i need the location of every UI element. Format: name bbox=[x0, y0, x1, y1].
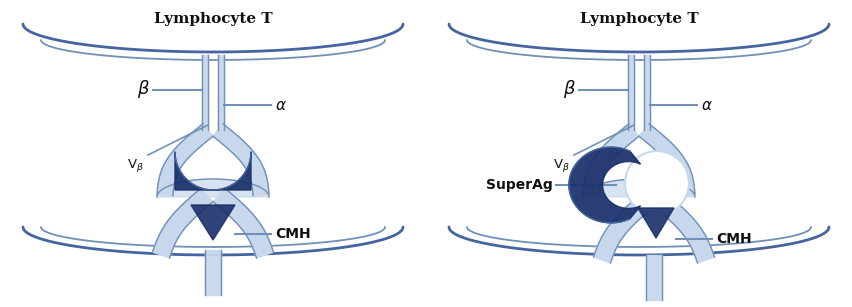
Circle shape bbox=[625, 151, 689, 215]
Polygon shape bbox=[583, 124, 639, 196]
Text: SuperAg: SuperAg bbox=[486, 178, 553, 192]
Text: $\beta$: $\beta$ bbox=[137, 78, 150, 100]
Text: Lymphocyte T: Lymphocyte T bbox=[153, 12, 273, 26]
Polygon shape bbox=[213, 124, 269, 196]
Polygon shape bbox=[157, 179, 269, 197]
Text: CMH: CMH bbox=[275, 227, 311, 241]
Text: Lymphocyte T: Lymphocyte T bbox=[579, 12, 699, 26]
Text: $\alpha$: $\alpha$ bbox=[701, 98, 713, 112]
Polygon shape bbox=[594, 193, 653, 263]
Text: $\alpha$: $\alpha$ bbox=[275, 98, 287, 112]
Polygon shape bbox=[638, 208, 674, 238]
Polygon shape bbox=[157, 124, 213, 196]
Polygon shape bbox=[654, 193, 715, 263]
Polygon shape bbox=[639, 124, 695, 196]
Polygon shape bbox=[213, 188, 273, 258]
Polygon shape bbox=[191, 205, 235, 240]
Text: $\beta$: $\beta$ bbox=[563, 78, 576, 100]
Text: V$_\beta$: V$_\beta$ bbox=[553, 157, 570, 174]
Polygon shape bbox=[175, 152, 251, 190]
Polygon shape bbox=[153, 188, 213, 258]
Text: V$_\beta$: V$_\beta$ bbox=[127, 157, 144, 174]
Polygon shape bbox=[569, 147, 641, 223]
Polygon shape bbox=[583, 179, 695, 197]
Text: CMH: CMH bbox=[716, 232, 751, 246]
